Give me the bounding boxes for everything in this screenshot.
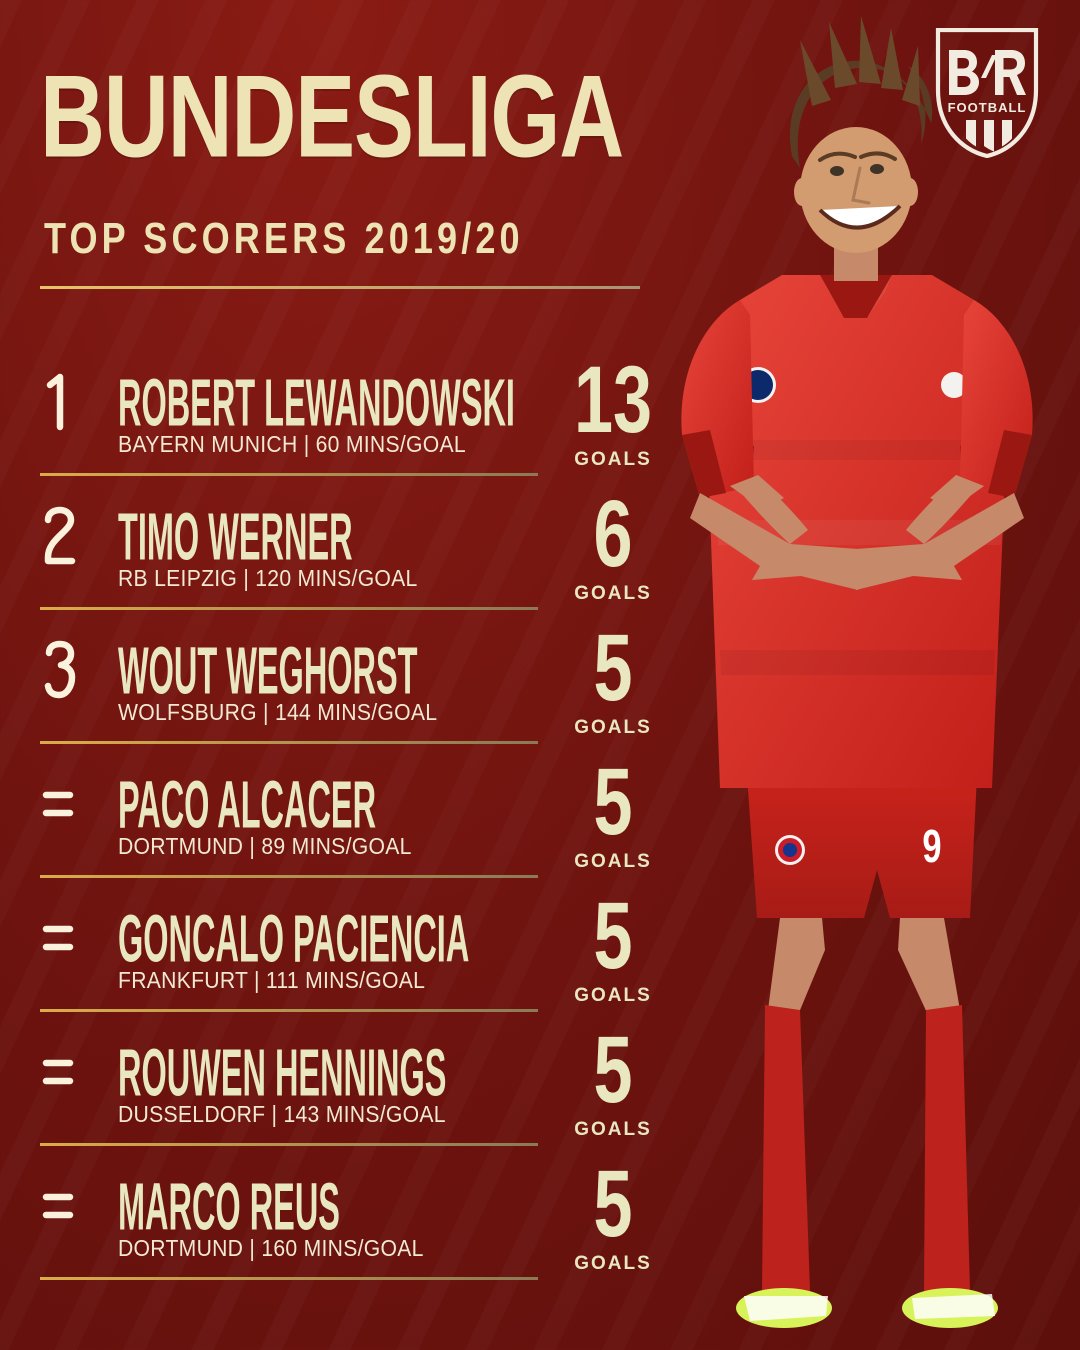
svg-text:FOOTBALL: FOOTBALL: [948, 100, 1027, 115]
svg-text:9: 9: [922, 820, 941, 872]
